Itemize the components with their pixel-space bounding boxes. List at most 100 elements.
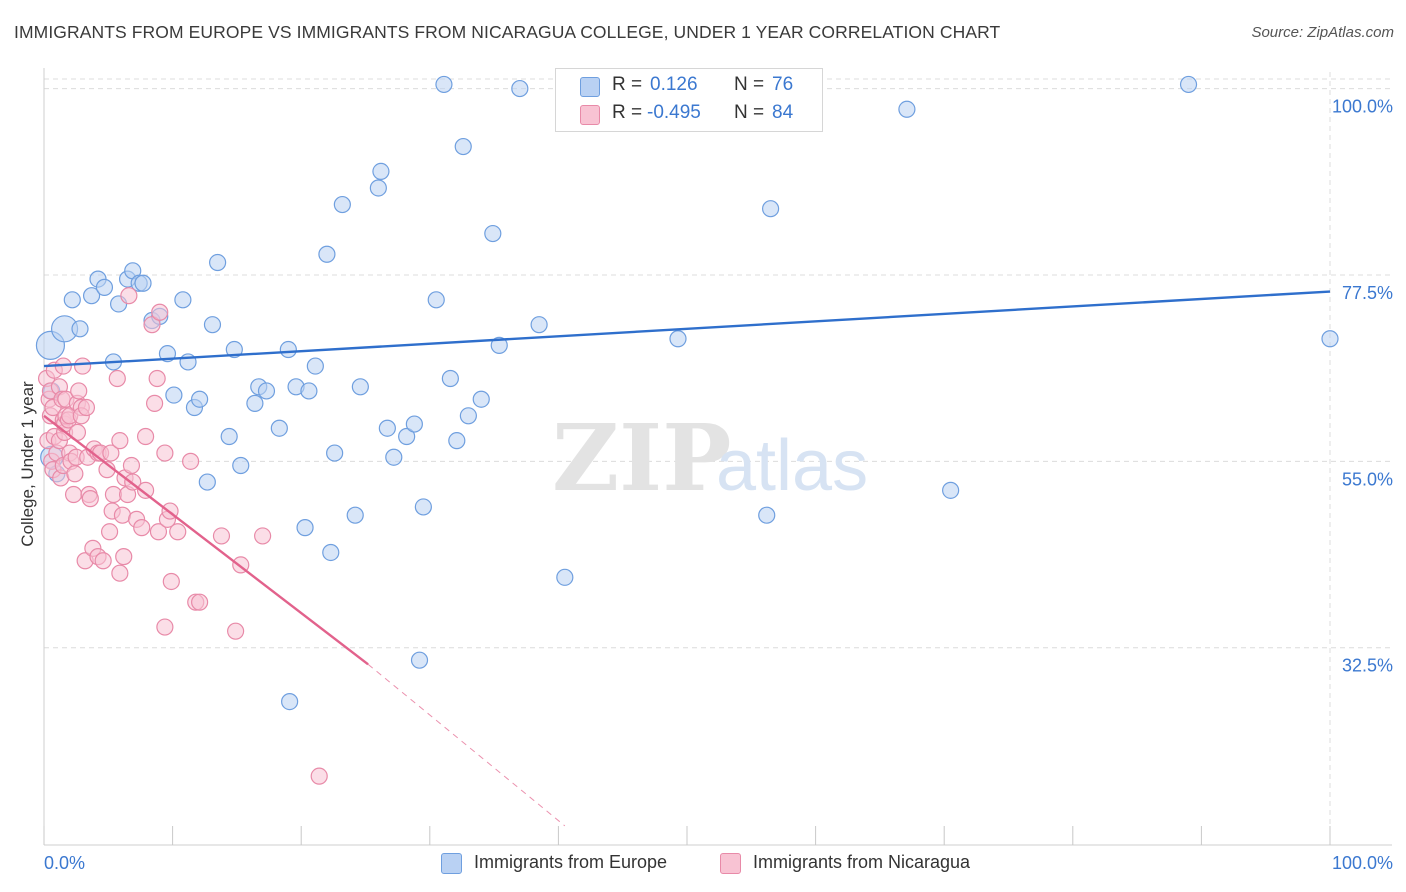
nicaragua-point: [143, 316, 161, 334]
nicaragua-point: [162, 572, 180, 591]
nicaragua-point: [133, 519, 151, 537]
europe-point: [427, 291, 445, 309]
europe-point: [484, 224, 502, 243]
y-tick-label: 77.5%: [1342, 283, 1393, 303]
y-axis-title: College, Under 1 year: [18, 381, 37, 547]
nicaragua-point: [70, 382, 88, 400]
x-tick-label-max: 100.0%: [1332, 853, 1393, 873]
tick-labels: 32.5% 55.0% 77.5% 100.0% 0.0% 100.0% College, …: [18, 97, 1393, 873]
nicaragua-point: [254, 527, 272, 545]
europe-point: [82, 287, 101, 305]
europe-point: [71, 320, 89, 338]
europe-point: [232, 456, 250, 475]
europe-point: [1179, 75, 1198, 94]
europe-point: [165, 386, 183, 404]
europe-point: [318, 245, 336, 263]
europe-point: [257, 382, 276, 400]
nicaragua-point: [100, 523, 119, 541]
nicaragua-point: [169, 523, 187, 541]
nicaragua-point: [156, 618, 174, 636]
nicaragua-point: [115, 548, 133, 566]
nicaragua-point: [120, 287, 138, 305]
europe-point: [209, 253, 227, 272]
europe-point: [398, 427, 416, 446]
y-tick-label: 32.5%: [1342, 656, 1393, 676]
nicaragua-point: [81, 490, 99, 508]
europe-point: [459, 407, 477, 425]
europe-point: [1321, 330, 1339, 348]
nicaragua-n-label: N =: [734, 102, 765, 123]
nicaragua-point: [227, 622, 245, 640]
x-tick-label-min: 0.0%: [44, 853, 85, 873]
nicaragua-legend-icon: [720, 853, 741, 874]
europe-n-label: N =: [734, 74, 765, 95]
europe-legend-icon: [441, 853, 462, 874]
europe-point: [300, 382, 318, 400]
europe-legend-label: Immigrants from Europe: [474, 852, 668, 872]
europe-point: [296, 519, 314, 537]
europe-point: [472, 390, 490, 408]
europe-trend-line: [43, 290, 1331, 368]
nicaragua-point: [66, 465, 84, 483]
europe-points: [35, 75, 1339, 711]
europe-point: [246, 394, 264, 412]
nicaragua-point: [64, 485, 83, 504]
europe-swatch-icon: [580, 77, 600, 97]
europe-point: [346, 506, 364, 524]
chart-title: IMMIGRANTS FROM EUROPE VS IMMIGRANTS FRO…: [14, 22, 1001, 42]
europe-point: [669, 330, 687, 348]
source-credit: Source: ZipAtlas.com: [1251, 24, 1394, 41]
europe-point: [761, 200, 780, 218]
europe-point: [372, 162, 390, 181]
europe-point: [326, 444, 344, 462]
y-tick-label: 55.0%: [1342, 469, 1393, 489]
europe-n-value: 76: [772, 74, 794, 95]
europe-point: [270, 419, 288, 437]
grid-lines: [44, 72, 1392, 830]
europe-point: [95, 278, 114, 296]
nicaragua-point: [136, 427, 155, 446]
nicaragua-point: [156, 444, 174, 462]
nicaragua-point: [94, 552, 112, 570]
europe-point: [174, 291, 192, 309]
nicaragua-point: [111, 564, 129, 582]
europe-point: [279, 340, 297, 359]
nicaragua-legend-label: Immigrants from Nicaragua: [753, 852, 971, 872]
europe-point: [898, 100, 916, 118]
nicaragua-r-label: R =: [612, 102, 643, 123]
europe-point: [530, 316, 548, 334]
nicaragua-r-value: -0.495: [647, 102, 701, 123]
europe-point: [441, 369, 459, 388]
europe-point: [351, 378, 369, 396]
nicaragua-point: [310, 767, 328, 785]
europe-point: [414, 498, 432, 516]
nicaragua-trend-extension: [367, 663, 566, 827]
y-tick-label: 100.0%: [1332, 97, 1393, 117]
trend-lines: [43, 290, 1331, 827]
nicaragua-point: [111, 432, 129, 450]
nicaragua-point: [151, 303, 169, 321]
nicaragua-point: [148, 369, 166, 388]
europe-point: [63, 291, 81, 309]
europe-point: [322, 543, 340, 562]
nicaragua-point: [149, 523, 168, 541]
europe-point: [369, 179, 387, 197]
europe-point: [225, 340, 243, 359]
legend-row-europe: R = 0.126 N = 76: [556, 73, 822, 101]
europe-point: [220, 427, 238, 446]
europe-point: [385, 448, 403, 466]
europe-point: [378, 419, 396, 437]
europe-point: [490, 336, 508, 354]
nicaragua-point: [108, 369, 126, 388]
nicaragua-point: [212, 527, 231, 545]
nicaragua-point: [136, 481, 155, 499]
nicaragua-point: [182, 452, 200, 470]
nicaragua-point: [73, 357, 92, 375]
europe-point: [448, 432, 466, 450]
nicaragua-point: [113, 506, 132, 524]
europe-point: [556, 568, 574, 586]
europe-point: [942, 481, 960, 499]
legend-row-nicaragua: R = -0.495 N = 84: [556, 101, 822, 129]
europe-r-label: R =: [612, 74, 643, 95]
europe-point: [435, 75, 453, 94]
